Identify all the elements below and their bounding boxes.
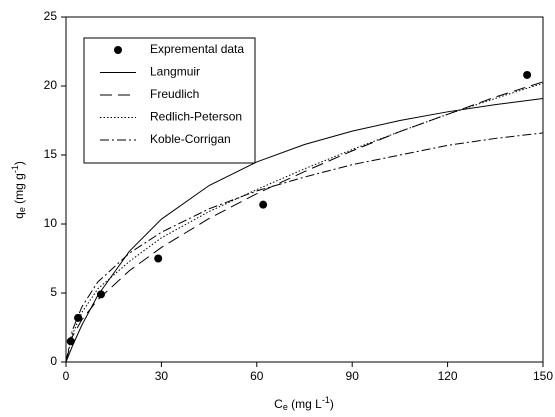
y-tick-label: 10 — [44, 216, 58, 230]
data-point — [523, 70, 532, 79]
data-point — [259, 200, 268, 209]
y-tick-label: 25 — [44, 9, 58, 23]
y-tick-label: 20 — [44, 78, 58, 92]
data-point — [96, 290, 105, 299]
plot-frame — [65, 16, 544, 363]
data-point — [154, 254, 163, 263]
legend-label: Redlich-Peterson — [150, 110, 242, 124]
x-tick-label: 90 — [346, 369, 360, 383]
legend-marker — [114, 46, 122, 54]
x-tick-label: 60 — [250, 369, 264, 383]
legend-box — [83, 37, 256, 164]
legend-label: Expremental data — [150, 42, 244, 56]
legend-label: Langmuir — [150, 65, 200, 79]
x-tick-label: 30 — [155, 369, 169, 383]
legend-label: Freudlich — [150, 87, 199, 101]
y-tick-label: 5 — [50, 285, 57, 299]
x-tick-label: 150 — [533, 369, 553, 383]
y-tick-label: 15 — [44, 147, 58, 161]
curve — [65, 98, 544, 363]
y-tick-label: 0 — [50, 354, 57, 368]
data-point — [74, 313, 83, 322]
curve — [65, 82, 544, 363]
y-axis-label: qe (mg g-1) — [10, 161, 27, 219]
x-tick-label: 0 — [63, 369, 70, 383]
x-axis-label: Ce (mg L-1) — [274, 395, 334, 412]
legend-label: Koble-Corrigan — [150, 132, 231, 146]
x-tick-label: 120 — [438, 369, 458, 383]
curve — [65, 132, 544, 363]
